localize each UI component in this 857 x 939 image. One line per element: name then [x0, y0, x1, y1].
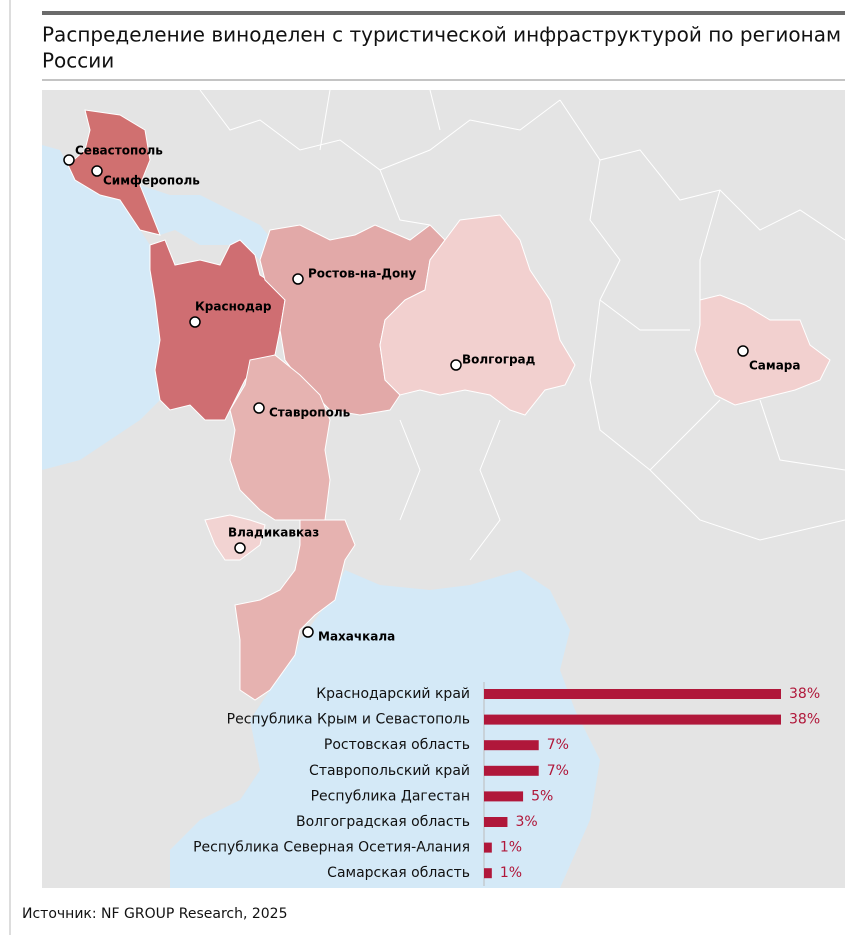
city-marker — [63, 154, 75, 166]
title: Распределение виноделен с туристической … — [42, 23, 841, 47]
value-label: 38% — [789, 686, 820, 702]
city-label: Краснодар — [195, 300, 272, 314]
value-label: 38% — [789, 712, 820, 728]
city-marker — [292, 273, 304, 285]
bar — [484, 765, 539, 776]
city-marker — [189, 316, 201, 328]
bar — [484, 791, 524, 802]
map — [42, 89, 846, 888]
city-marker — [302, 626, 314, 638]
category-label: Республика Дагестан — [311, 788, 470, 804]
value-label: 1% — [500, 840, 522, 856]
city-marker — [737, 345, 749, 357]
value-label: 7% — [547, 763, 569, 779]
bar — [484, 740, 539, 751]
bar — [484, 714, 781, 725]
region-samara — [694, 294, 831, 406]
region-dagestan — [234, 519, 356, 701]
cities: Севастополь Симферополь Ростов-на-Дону Крас… — [63, 144, 801, 644]
city-marker — [234, 542, 246, 554]
value-label: 1% — [500, 865, 522, 881]
city-label: Махачкала — [318, 630, 395, 644]
city-marker — [253, 402, 265, 414]
bar — [484, 868, 492, 879]
city-label: Волгоград — [462, 353, 536, 367]
azov-sea — [140, 185, 272, 262]
city-label: Ростов-на-Дону — [308, 267, 417, 281]
region-volgograd — [379, 214, 576, 416]
top-bar — [42, 11, 845, 15]
borders — [199, 89, 846, 561]
value-label: 7% — [547, 737, 569, 753]
bar — [484, 817, 508, 827]
city-marker — [450, 359, 462, 371]
bar-chart: Краснодарский край 38% Республика Крым и С… — [193, 682, 820, 886]
city-label: Самара — [749, 359, 801, 373]
city-marker — [91, 165, 103, 177]
region-ossetia — [204, 514, 266, 561]
black-sea — [42, 145, 160, 470]
value-label: 5% — [531, 788, 553, 804]
source: Источник: NF GROUP Research, 2025 — [22, 906, 288, 922]
category-label: Республика Крым и Севастополь — [227, 712, 470, 728]
category-label: Ростовская область — [324, 737, 470, 753]
value-label: 3% — [515, 814, 537, 830]
city-label: Ставрополь — [269, 406, 351, 420]
city-label: Симферополь — [103, 174, 200, 188]
category-label: Волгоградская область — [296, 814, 470, 830]
city-label: Севастополь — [75, 144, 163, 158]
category-label: Ставропольский край — [309, 763, 470, 779]
bar — [484, 689, 781, 699]
title: России — [42, 49, 114, 73]
region-crimea — [67, 109, 161, 236]
caspian-sea — [170, 570, 600, 888]
category-label: Краснодарский край — [316, 686, 470, 702]
category-label: Самарская область — [327, 865, 470, 881]
bar — [484, 842, 492, 853]
city-label: Владикавказ — [228, 526, 319, 540]
category-label: Республика Северная Осетия-Алания — [193, 840, 470, 856]
